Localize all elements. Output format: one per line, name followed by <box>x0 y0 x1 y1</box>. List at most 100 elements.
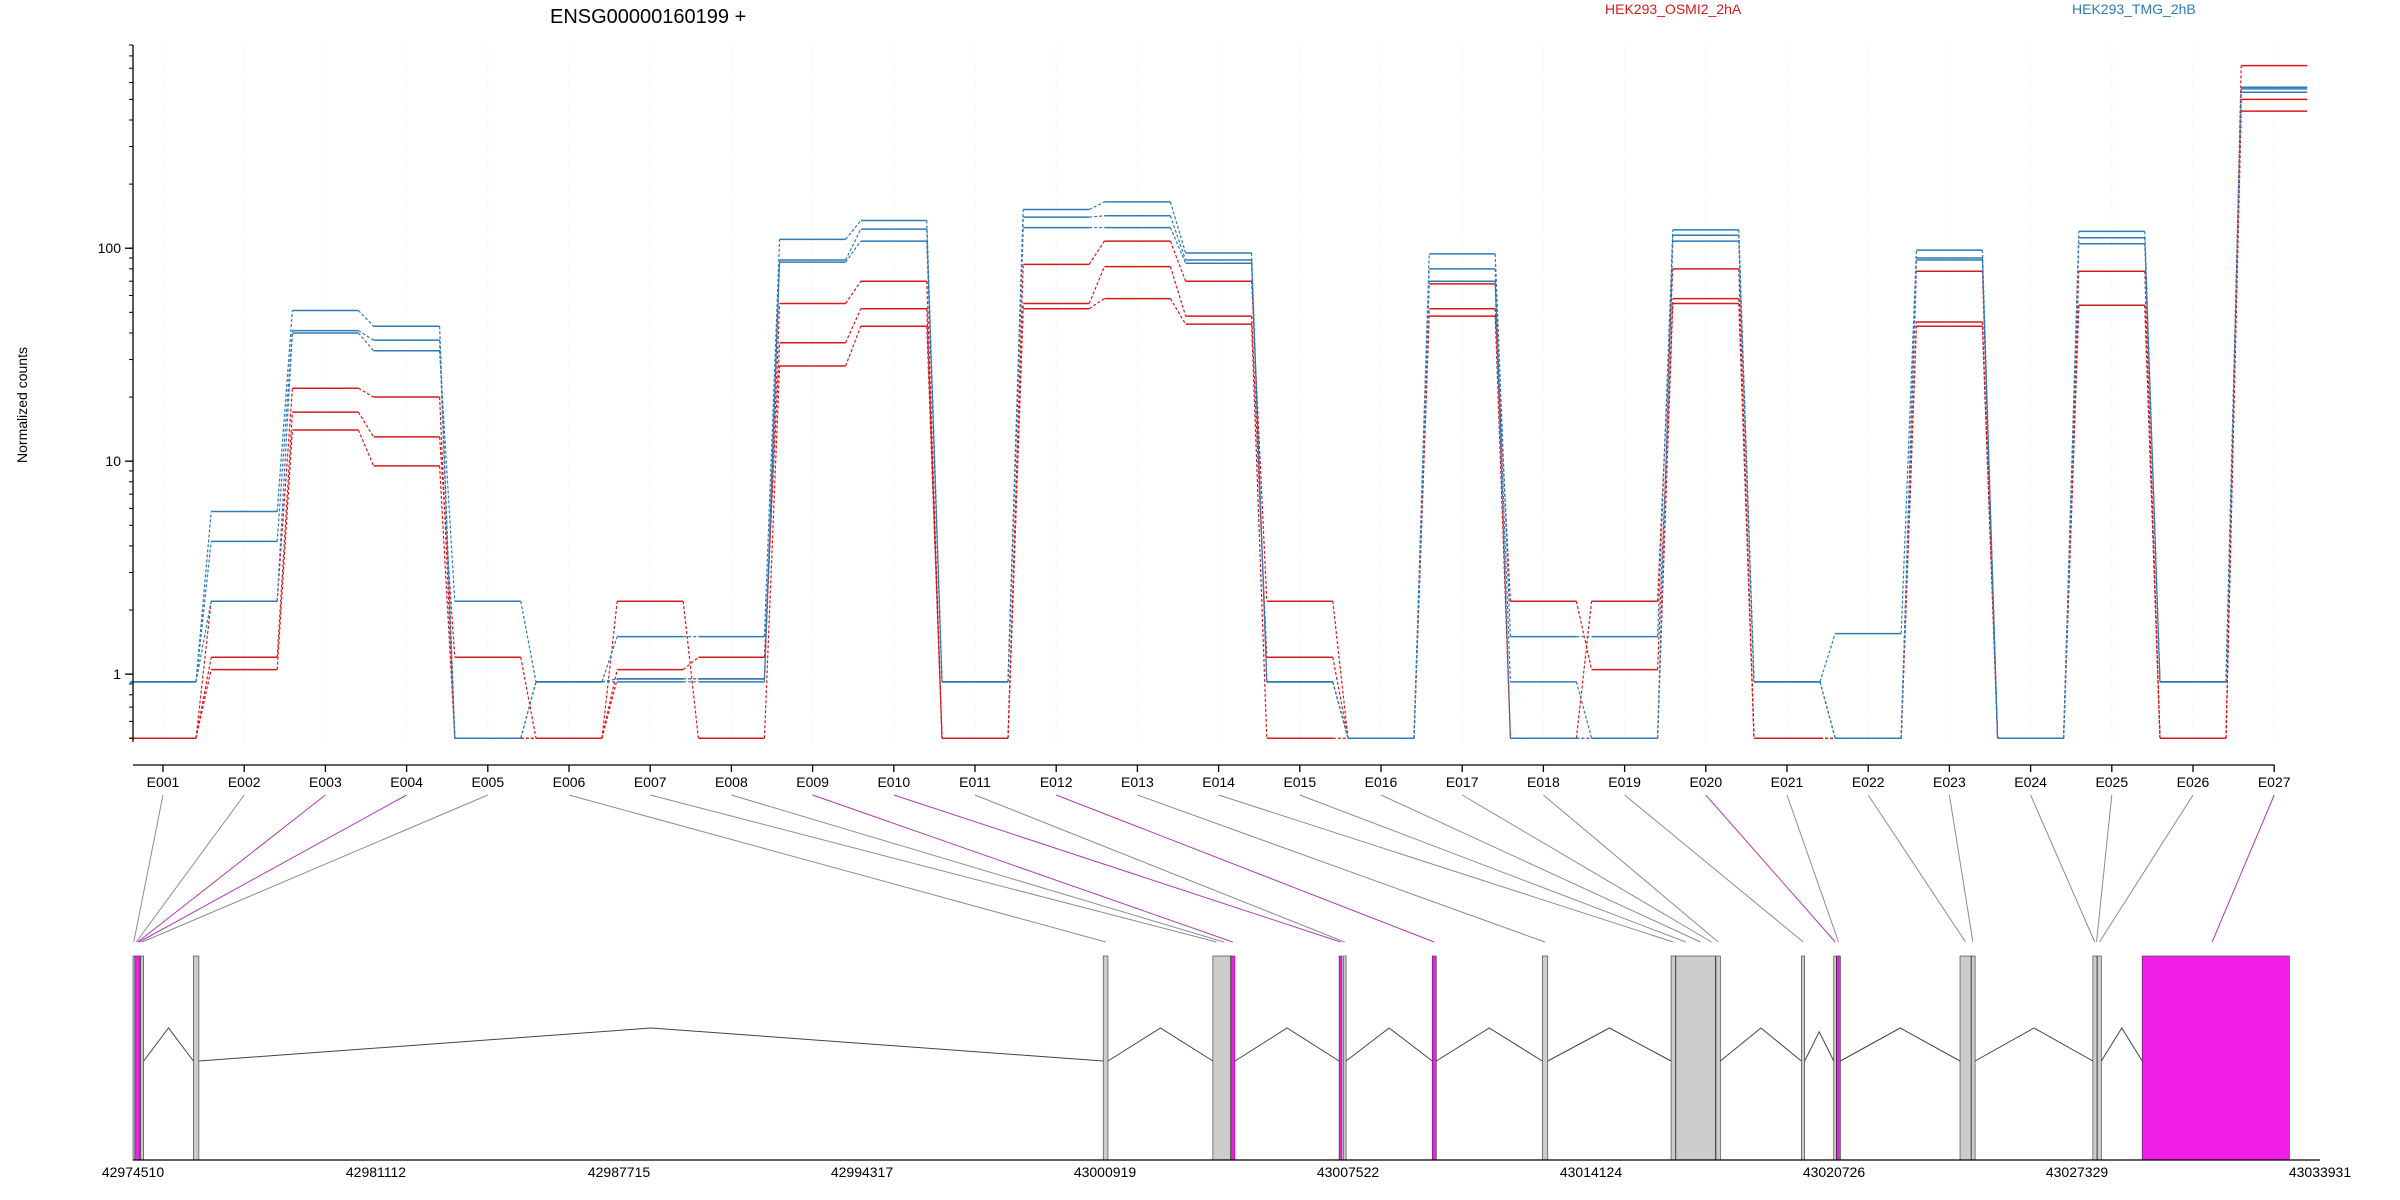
series-connector <box>276 310 293 512</box>
exon <box>1715 955 1721 1161</box>
x-tick-label-E014: E014 <box>1202 774 1235 790</box>
exon <box>1102 955 1109 1161</box>
y-axis-label: Normalized counts <box>14 347 30 463</box>
series-connector <box>1413 253 1430 739</box>
series-connector <box>1494 316 1511 739</box>
series-connector <box>1738 229 1755 682</box>
x-tick-label-E002: E002 <box>228 774 261 790</box>
series-connector <box>1332 681 1349 739</box>
exon <box>1833 955 1837 1161</box>
series-connector <box>1088 201 1105 211</box>
series-connector <box>1575 601 1593 670</box>
exon-highlighted <box>1230 955 1236 1161</box>
series-connector <box>1169 227 1187 264</box>
exon <box>1675 955 1716 1161</box>
series-connector <box>845 228 862 261</box>
connector-E015 <box>1299 794 1686 943</box>
series-connector <box>845 326 862 367</box>
legend-entry-tmg: HEK293_TMG_2hB <box>2072 1 2196 17</box>
intron-line <box>1974 1027 2094 1062</box>
y-tick-label: 10 <box>105 453 121 469</box>
series-connector <box>520 681 537 739</box>
connector-E003 <box>137 794 326 943</box>
connector-E018 <box>1543 794 1719 943</box>
series-connector <box>1251 281 1268 602</box>
exon-connectors <box>133 794 2275 943</box>
series-connector <box>845 240 862 263</box>
series-connector <box>1738 268 1755 739</box>
series-connector <box>2225 87 2242 682</box>
series-connector <box>1657 298 1674 670</box>
series-connector <box>276 430 293 670</box>
series-connector <box>1413 281 1430 739</box>
genomic-tick-label: 42974510 <box>102 1164 165 1180</box>
series-connector <box>195 601 212 682</box>
exon <box>2092 955 2098 1161</box>
series-lines <box>130 64 2308 739</box>
x-tick-label-E026: E026 <box>2177 774 2210 790</box>
connector-E008 <box>731 794 1225 943</box>
series-connector <box>1169 240 1187 282</box>
series-connector <box>1575 681 1593 739</box>
genomic-tick-label: 43000919 <box>1074 1164 1137 1180</box>
genomic-tick-label: 43014124 <box>1560 1164 1623 1180</box>
series-connector <box>1088 240 1105 265</box>
series-connector <box>763 365 781 739</box>
series-connector <box>1169 201 1187 254</box>
exon <box>193 955 200 1161</box>
x-tick-label-E011: E011 <box>959 774 991 790</box>
exon <box>1801 955 1805 1161</box>
intron-line <box>1436 1027 1543 1062</box>
series-connector <box>1088 266 1105 304</box>
intron-line <box>1804 1030 1835 1062</box>
intron-line <box>1107 1027 1214 1062</box>
x-tick-label-E023: E023 <box>1933 774 1966 790</box>
series-connector <box>1819 633 1836 683</box>
series-connector <box>276 412 293 658</box>
series-connector <box>2225 111 2242 739</box>
series-connector <box>195 511 212 682</box>
series-connector <box>1819 681 1836 739</box>
genomic-tick-label: 42981112 <box>346 1164 406 1180</box>
x-tick-label-E008: E008 <box>715 774 748 790</box>
connector-E026 <box>2099 794 2194 943</box>
series-connector <box>1332 657 1349 739</box>
series-connector <box>926 281 943 739</box>
x-tick-label-E019: E019 <box>1608 774 1641 790</box>
x-tick-label-E022: E022 <box>1852 774 1885 790</box>
connector-E001 <box>133 794 164 943</box>
series-connector <box>601 601 618 739</box>
series-connector <box>601 636 618 683</box>
series-connector <box>2063 231 2080 739</box>
x-tick-label-E005: E005 <box>471 774 504 790</box>
exon-highlighted <box>2141 955 2290 1161</box>
intron-line <box>1345 1027 1433 1062</box>
legend-entry-osmi2: HEK293_OSMI2_2hA <box>1605 1 1742 17</box>
exon-highlighted <box>1338 955 1343 1161</box>
exon-highlighted <box>134 955 141 1161</box>
series-connector <box>1413 308 1430 739</box>
exon <box>1343 955 1347 1161</box>
connector-E022 <box>1867 794 1966 943</box>
x-tick-label-E027: E027 <box>2258 774 2291 790</box>
series-connector <box>439 326 456 739</box>
series-connector <box>1089 215 1105 218</box>
series-connector <box>1169 215 1187 261</box>
series-connector <box>1900 250 1917 634</box>
series-connector <box>1332 681 1349 739</box>
connector-E020 <box>1705 794 1836 943</box>
series-connector <box>1169 298 1187 325</box>
grid-lines <box>162 45 2275 742</box>
connector-E002 <box>135 794 245 943</box>
connector-E019 <box>1624 794 1804 943</box>
series-connector <box>1251 252 1268 682</box>
exon <box>1959 955 1972 1161</box>
genomic-tick-label: 43033931 <box>2289 1164 2352 1180</box>
x-tick-label-E007: E007 <box>634 774 667 790</box>
series-connector <box>926 308 943 739</box>
x-tick-label-E004: E004 <box>390 774 423 790</box>
series-connector <box>926 220 943 682</box>
genomic-tick-label: 42994317 <box>831 1164 894 1180</box>
series-connector <box>357 429 375 467</box>
series-connector <box>357 332 375 352</box>
